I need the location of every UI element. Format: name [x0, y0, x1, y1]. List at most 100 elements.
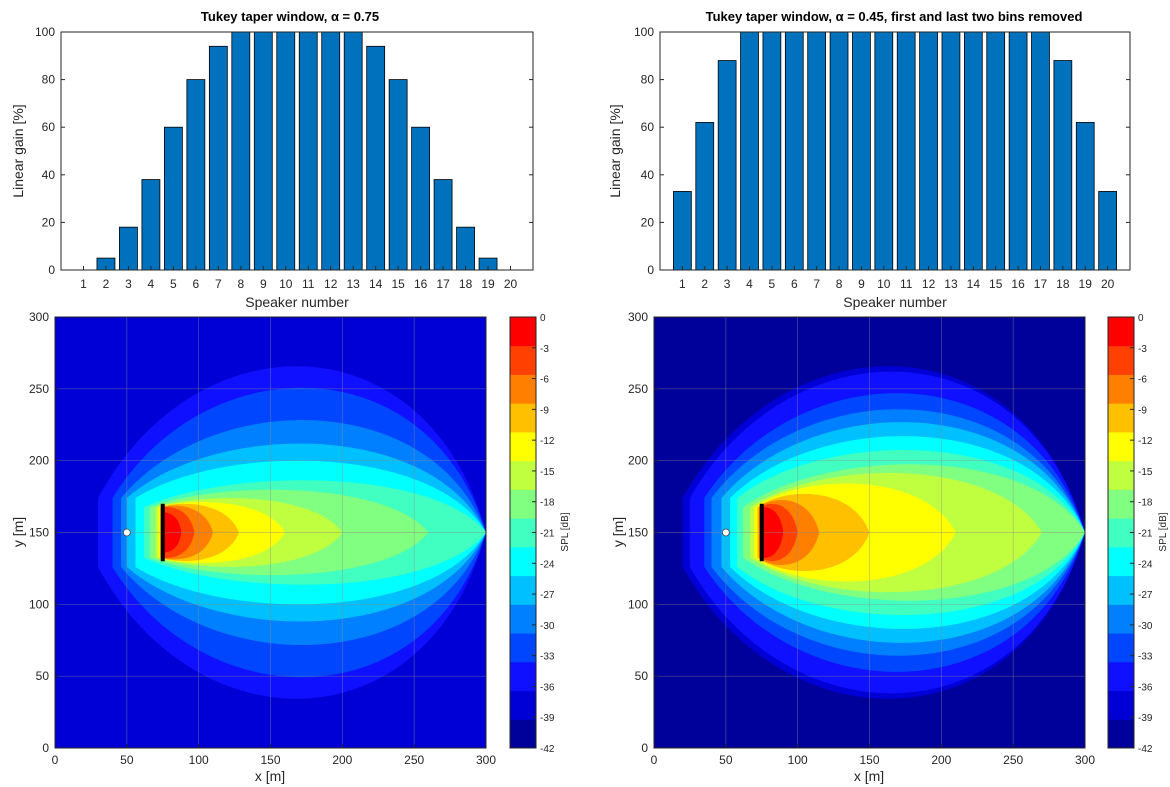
x-tick-label: 200 [332, 753, 352, 767]
spl-map-right-colorbar-label: SPL [dB] [1158, 512, 1169, 551]
colorbar-tick-label: -30 [540, 621, 555, 632]
bar-chart-right-title: Tukey taper window, α = 0.45, first and … [706, 9, 1083, 24]
bar-chart-right-frame [659, 31, 1131, 271]
bar-10 [276, 31, 296, 271]
x-tick-label: 10 [279, 277, 293, 291]
y-tick-label: 50 [36, 669, 50, 683]
x-tick-label: 8 [836, 277, 843, 291]
x-tick-label: 150 [859, 753, 879, 767]
spl-map-left-yticks: 0 50 100 150 200 250 300 [29, 310, 59, 755]
colorbar-segment [1108, 403, 1134, 433]
bar-chart-left-xticks: 1 2 3 4 5 6 7 8 9 10 11 12 13 14 15 16 17 18 19 20 [80, 266, 518, 291]
x-tick-label: 15 [391, 277, 405, 291]
colorbar-segment [510, 317, 536, 347]
bar-4 [141, 179, 161, 271]
x-tick-label: 17 [436, 277, 450, 291]
x-tick-label: 3 [724, 277, 731, 291]
colorbar-segment [510, 719, 536, 749]
spl-map-right-yticks: 0 50 100 150 200 250 300 [628, 310, 658, 755]
spl-map-left-colorbar: 0 -3 -6 -9 -12 -15 -18 -21 -24 -27 -30 -33 -36 -39 -42 [509, 313, 555, 755]
colorbar-tick-label: -21 [540, 529, 555, 540]
spl-map-right-xticks: 0 50 100 150 200 250 300 [651, 744, 1095, 767]
colorbar-segment [1108, 719, 1134, 749]
colorbar-tick-label: -27 [1138, 590, 1153, 601]
y-tick-label: 0 [647, 263, 654, 277]
colorbar-segment [1108, 489, 1134, 519]
colorbar-tick-label: 0 [540, 313, 546, 324]
colorbar-segment [510, 345, 536, 375]
bar-12 [321, 31, 341, 271]
x-tick-label: 4 [746, 277, 753, 291]
y-tick-label: 20 [641, 215, 655, 229]
colorbar-tick-label: -33 [1138, 652, 1153, 663]
x-tick-label: 100 [788, 753, 808, 767]
colorbar-segment [1108, 690, 1134, 720]
x-tick-label: 14 [369, 277, 383, 291]
x-tick-label: 5 [769, 277, 776, 291]
bar-chart-left-xlabel: Speaker number [245, 294, 349, 310]
colorbar-segment [510, 518, 536, 548]
spl-map-left-ylabel: y [m] [10, 517, 26, 547]
bar-9 [852, 31, 871, 271]
y-tick-label: 300 [29, 310, 49, 324]
colorbar-tick-label: -24 [540, 559, 555, 570]
colorbar-tick-label: -36 [1138, 682, 1153, 693]
spl-map-left-xticks: 0 50 100 150 200 250 300 [52, 744, 496, 767]
bar-3 [119, 226, 138, 271]
x-tick-label: 6 [791, 277, 798, 291]
x-tick-label: 7 [215, 277, 222, 291]
bar-16 [1008, 31, 1028, 271]
bar-18 [456, 226, 475, 271]
x-tick-label: 50 [719, 753, 733, 767]
bar-20 [1098, 191, 1117, 271]
spl-map-left-listener [122, 528, 131, 537]
bar-3 [717, 60, 737, 271]
colorbar-segment [510, 460, 536, 490]
colorbar-segment [510, 575, 536, 605]
bar-chart-right-yticks: 0 20 40 60 80 100 [634, 25, 1130, 277]
x-tick-label: 200 [931, 753, 951, 767]
bar-17 [1031, 31, 1050, 271]
x-tick-label: 13 [347, 277, 361, 291]
colorbar-segment [1108, 633, 1134, 663]
y-tick-label: 0 [42, 741, 49, 755]
colorbar-segment [510, 374, 536, 404]
x-tick-label: 250 [404, 753, 424, 767]
y-tick-label: 80 [42, 73, 56, 87]
colorbar-segment [1108, 345, 1134, 375]
bar-chart-left-yticks: 0 20 40 60 80 100 [35, 25, 533, 277]
colorbar-segment [510, 633, 536, 663]
bar-chart-left: Tukey taper window, α = 0.75 0 20 40 60 80 10… [10, 9, 534, 310]
colorbar-segment [1108, 518, 1134, 548]
bar-8 [231, 31, 251, 271]
spl-map-right-ylabel: y [m] [610, 517, 626, 547]
y-tick-label: 80 [641, 73, 655, 87]
y-tick-label: 20 [42, 215, 56, 229]
y-tick-label: 100 [35, 25, 55, 39]
colorbar-segment [1108, 431, 1134, 462]
bar-chart-left-bars [96, 31, 498, 271]
x-tick-label: 3 [125, 277, 132, 291]
bar-13 [343, 31, 363, 271]
colorbar-tick-label: -21 [1138, 529, 1153, 540]
y-tick-label: 60 [42, 120, 56, 134]
bar-chart-right-xlabel: Speaker number [843, 294, 947, 310]
y-tick-label: 0 [48, 263, 55, 277]
spl-map-right-colorbar: 0 -3 -6 -9 -12 -15 -18 -21 -24 -27 -30 -33 -36 -39 -42 [1107, 313, 1153, 755]
bar-4 [740, 31, 759, 271]
x-tick-label: 12 [324, 277, 338, 291]
colorbar-tick-label: -12 [1138, 436, 1153, 447]
x-tick-label: 16 [1011, 277, 1025, 291]
colorbar-segment [1108, 546, 1134, 577]
colorbar-segment [510, 661, 536, 692]
bar-16 [411, 126, 431, 271]
colorbar-tick-label: -33 [540, 652, 555, 663]
x-tick-label: 100 [189, 753, 209, 767]
bar-15 [388, 79, 408, 271]
colorbar-tick-label: -3 [1138, 344, 1147, 355]
colorbar-segment [1108, 661, 1134, 692]
x-tick-label: 8 [237, 277, 244, 291]
colorbar-tick-label: -30 [1138, 621, 1153, 632]
bar-13 [941, 31, 961, 271]
colorbar-tick-label: -15 [1138, 467, 1153, 478]
